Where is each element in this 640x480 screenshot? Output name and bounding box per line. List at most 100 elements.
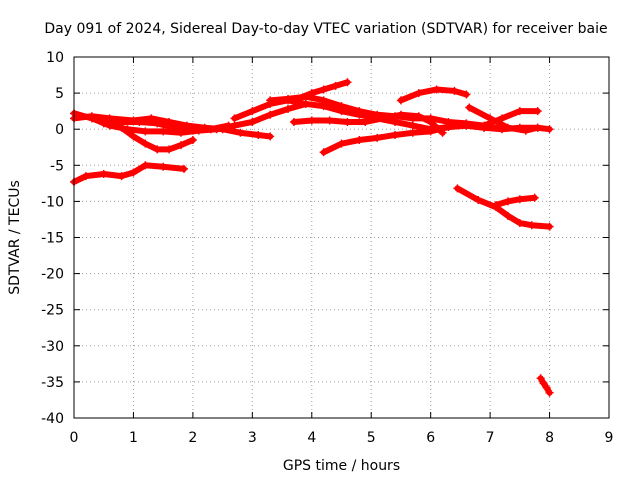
data-point xyxy=(319,96,328,105)
y-tick-label: -5 xyxy=(50,158,64,174)
chart-title: Day 091 of 2024, Sidereal Day-to-day VTE… xyxy=(44,21,607,37)
data-point xyxy=(480,123,489,132)
y-tick-labels: 10 5 0 -5 -10 -15 -20 -25 -30 -35 -40 xyxy=(41,50,64,427)
data-point xyxy=(99,119,108,128)
y-tick-label: -20 xyxy=(41,267,64,283)
data-point xyxy=(515,195,524,204)
data-point xyxy=(141,161,150,170)
x-tick-label: 1 xyxy=(129,430,138,446)
data-point xyxy=(453,184,462,193)
series-track-3 xyxy=(99,117,233,135)
data-point xyxy=(462,90,471,99)
x-tick-label: 2 xyxy=(188,430,197,446)
data-point xyxy=(248,117,257,126)
data-point xyxy=(236,128,245,137)
series-track-9 xyxy=(289,110,447,137)
data-point xyxy=(503,197,512,206)
data-point xyxy=(503,211,512,220)
data-point xyxy=(159,162,168,171)
series-track-15 xyxy=(536,374,554,397)
data-point xyxy=(343,78,352,87)
y-axis-title: SDTVAR / TECUs xyxy=(7,180,23,295)
data-point xyxy=(539,379,548,388)
data-point xyxy=(266,110,275,119)
data-point xyxy=(141,139,150,148)
data-point xyxy=(188,126,197,135)
data-point xyxy=(536,374,545,383)
data-point xyxy=(325,116,334,125)
y-tick-label: 0 xyxy=(55,122,64,138)
data-point xyxy=(319,148,328,157)
axis-ticks xyxy=(73,56,610,419)
y-tick-label: 5 xyxy=(55,86,64,102)
data-point xyxy=(289,117,298,126)
data-point xyxy=(355,107,364,116)
data-point xyxy=(530,193,539,202)
y-tick-label: -25 xyxy=(41,303,64,319)
data-point xyxy=(179,164,188,173)
data-point xyxy=(486,114,495,123)
data-point xyxy=(391,130,399,139)
data-point xyxy=(426,127,435,136)
data-point xyxy=(153,145,162,154)
data-point xyxy=(521,126,530,135)
data-point xyxy=(414,112,423,121)
data-point xyxy=(450,86,459,95)
data-point xyxy=(289,96,298,105)
data-point xyxy=(99,169,108,178)
series-track-4 xyxy=(117,123,197,154)
data-point xyxy=(444,123,453,132)
data-point xyxy=(533,107,542,116)
y-tick-label: -40 xyxy=(41,411,64,427)
data-point xyxy=(373,133,382,142)
data-point xyxy=(230,114,239,123)
x-tick-label: 7 xyxy=(486,430,495,446)
data-point xyxy=(171,123,180,132)
data-point xyxy=(81,172,90,181)
data-point xyxy=(206,125,215,134)
data-point xyxy=(408,128,417,137)
data-point xyxy=(361,117,370,126)
data-point xyxy=(414,89,423,98)
x-tick-label: 4 xyxy=(307,430,316,446)
data-point xyxy=(337,139,346,148)
data-point xyxy=(188,136,197,145)
data-point xyxy=(545,125,554,134)
data-point xyxy=(515,107,524,116)
y-tick-label: 10 xyxy=(46,50,64,66)
data-point xyxy=(129,132,138,141)
data-point xyxy=(301,99,310,108)
data-point xyxy=(396,96,405,105)
data-point xyxy=(465,103,474,112)
series-track-14 xyxy=(492,193,539,210)
x-tick-label: 5 xyxy=(367,430,376,446)
y-tick-label: -10 xyxy=(41,194,64,210)
data-point xyxy=(153,119,162,128)
data-point xyxy=(254,130,263,139)
data-point xyxy=(117,123,126,132)
data-point xyxy=(177,141,185,150)
x-tick-label: 0 xyxy=(70,430,79,446)
data-point xyxy=(545,388,554,397)
data-point xyxy=(224,121,233,130)
series-track xyxy=(454,185,553,230)
data-point xyxy=(266,96,275,105)
data-point xyxy=(542,383,551,392)
series-track xyxy=(537,375,553,396)
data-point xyxy=(135,117,144,126)
series-track-13 xyxy=(453,184,554,231)
data-point xyxy=(462,121,471,130)
y-tick-label: -35 xyxy=(41,375,64,391)
series-track-11 xyxy=(396,85,471,105)
data-point xyxy=(159,127,168,136)
data-point xyxy=(284,104,292,113)
x-tick-label: 8 xyxy=(545,430,554,446)
data-point xyxy=(266,132,275,141)
data-point xyxy=(141,127,150,136)
series-track-5 xyxy=(70,161,188,186)
data-point xyxy=(408,121,417,130)
data-point xyxy=(248,107,257,116)
data-point xyxy=(129,168,138,177)
data-point xyxy=(426,117,435,126)
